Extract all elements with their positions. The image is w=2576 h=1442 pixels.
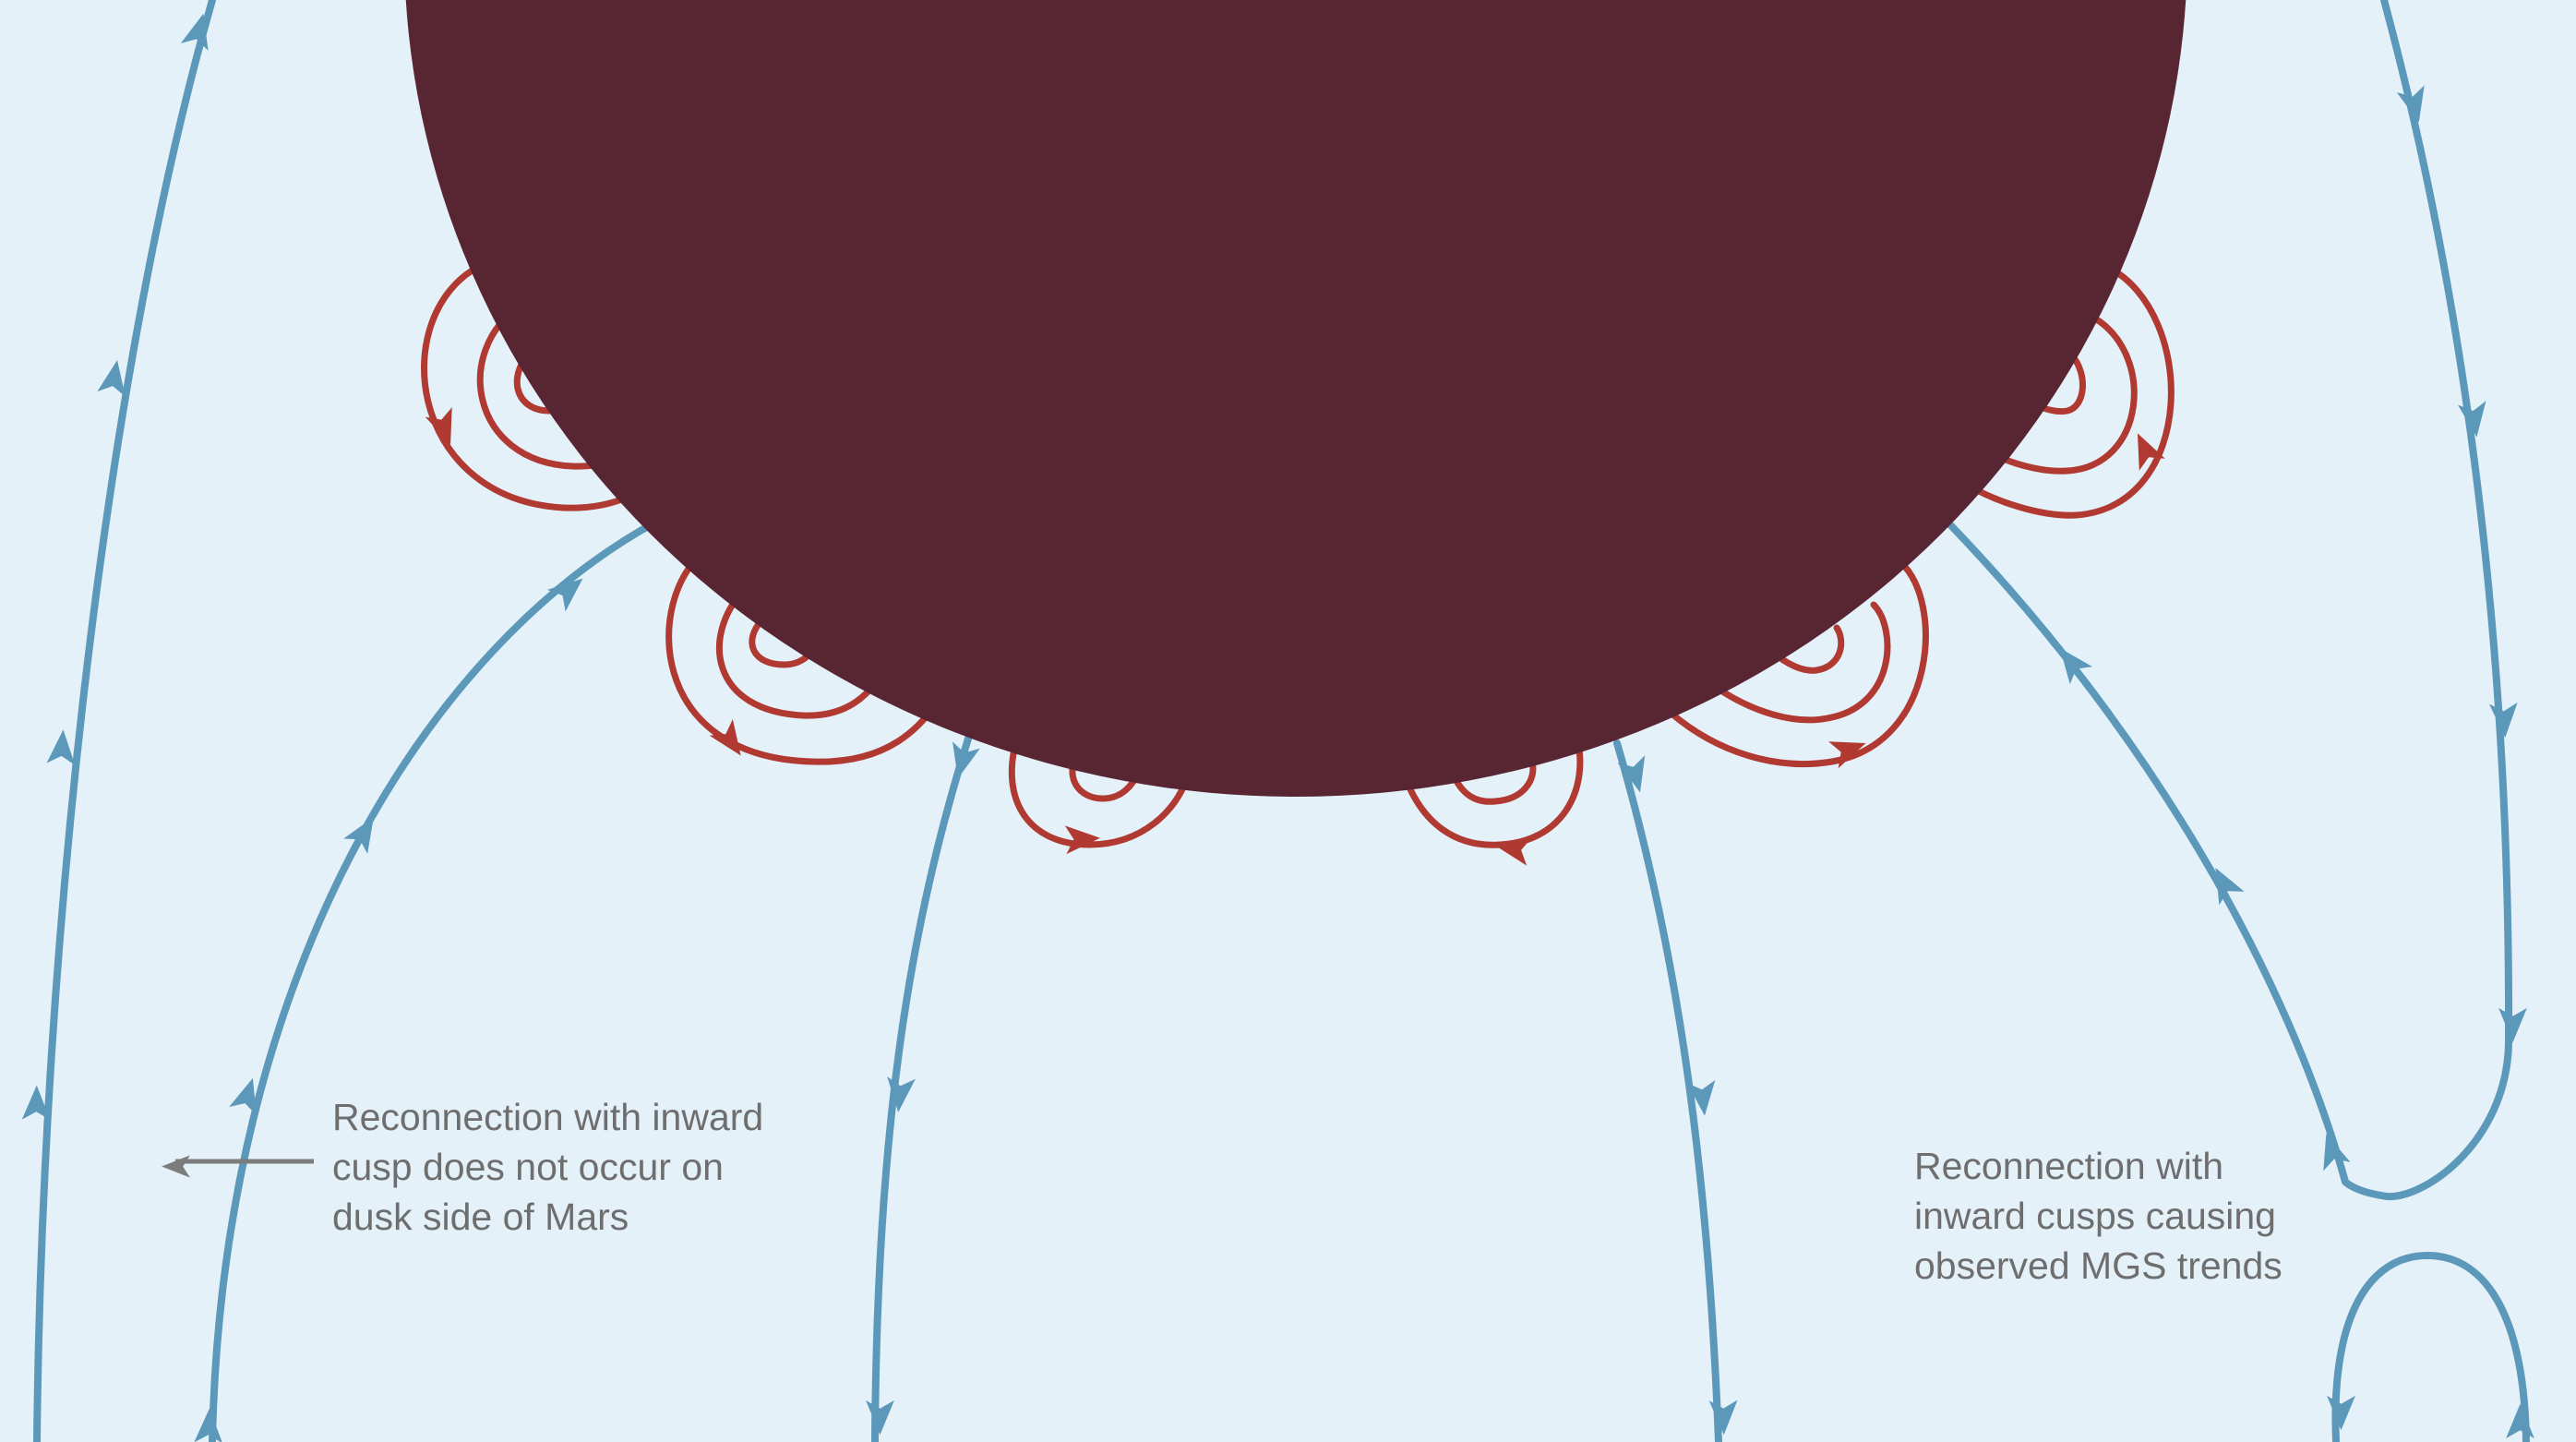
annotation-mgs-trends: Reconnection with inward cusps causing o… <box>1914 1145 2282 1287</box>
field-line-far-left <box>33 0 216 1442</box>
field-line-right <box>1935 509 2349 1185</box>
annotation-dusk-side: Reconnection with inward cusp does not o… <box>332 1096 764 1238</box>
field-line-far-right <box>2342 0 2513 1200</box>
field-line-center-right <box>1613 739 1722 1442</box>
field-line-center-left <box>871 709 980 1442</box>
field-line-bottom-arch <box>2331 1251 2530 1442</box>
mars-planet <box>405 0 2187 797</box>
field-line-left <box>209 516 664 1442</box>
field-lines <box>33 0 2530 1442</box>
